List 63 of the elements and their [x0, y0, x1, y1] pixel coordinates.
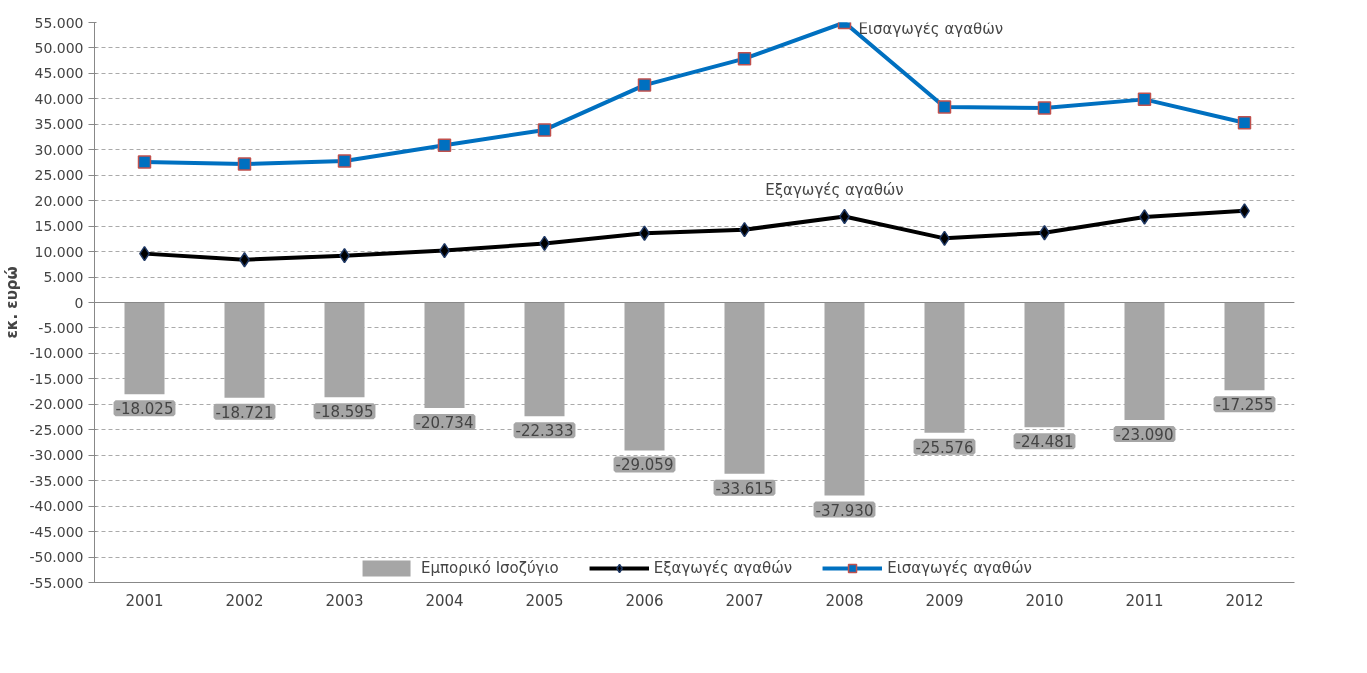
data-label: -17.255 [1215, 396, 1274, 415]
x-tick-label: 2006 [625, 591, 664, 610]
x-tick-label: 2010 [1025, 591, 1064, 610]
point [937, 100, 952, 114]
y-tick-label: -15.000 [29, 370, 84, 387]
point [637, 78, 652, 92]
x-tick-label: 2009 [925, 591, 964, 610]
data-label: -37.930 [815, 501, 874, 520]
y-tick-label: -30.000 [29, 447, 84, 464]
legend-label: Εμπορικό Ισοζύγιο [421, 559, 559, 577]
x-tick-label: 2011 [1125, 591, 1164, 610]
y-tick-label: 40.000 [34, 90, 84, 107]
point [1037, 101, 1052, 115]
x-tick-label: 2012 [1225, 591, 1264, 610]
y-tick-label: -45.000 [29, 523, 84, 540]
data-label: -23.090 [1115, 426, 1174, 445]
y-tick-label: -55.000 [29, 574, 84, 591]
y-tick-label: 55.000 [34, 14, 84, 31]
y-tick-label: -40.000 [29, 498, 84, 515]
data-label: -18.721 [215, 403, 274, 422]
x-tick-label: 2008 [825, 591, 864, 610]
point [1137, 92, 1152, 107]
y-tick-label: 45.000 [34, 65, 84, 82]
y-tick-label: -5.000 [38, 319, 84, 336]
y-tick-label: -10.000 [29, 345, 84, 362]
point [1237, 116, 1252, 130]
y-tick-label: 25.000 [34, 167, 84, 184]
point [737, 51, 752, 66]
x-tick-label: 2001 [125, 591, 164, 610]
y-tick-label: 50.000 [34, 39, 84, 56]
data-label: -25.576 [915, 438, 974, 457]
point [137, 155, 152, 169]
x-tick-label: 2003 [325, 591, 364, 610]
data-label: -22.333 [515, 422, 574, 441]
x-tick-label: 2007 [725, 591, 764, 610]
y-tick-label: 20.000 [34, 192, 84, 209]
y-axis-title: εκ. ευρώ [3, 266, 22, 339]
y-tick-label: -50.000 [29, 549, 84, 566]
y-tick-label: 0 [74, 294, 84, 311]
data-label: -33.615 [715, 479, 774, 498]
data-label: -29.059 [615, 456, 674, 475]
y-tick-label: 15.000 [34, 218, 84, 235]
y-tick-label: 35.000 [34, 116, 84, 133]
y-tick-label: 30.000 [34, 141, 84, 158]
y-tick-label: 10.000 [34, 243, 84, 260]
point [337, 154, 352, 168]
y-tick-label: -20.000 [29, 396, 84, 413]
point [437, 138, 452, 152]
legend-label: Εισαγωγές αγαθών [887, 559, 1032, 577]
point [537, 123, 552, 137]
data-label: -18.595 [315, 403, 374, 422]
x-tick-label: 2005 [525, 591, 564, 610]
y-tick-label: 5.000 [43, 269, 84, 286]
point [237, 157, 252, 171]
data-label: -24.481 [1015, 433, 1074, 452]
y-tick-label: -25.000 [29, 421, 84, 438]
data-label: -18.025 [115, 400, 174, 419]
x-tick-label: 2002 [225, 591, 264, 610]
data-label: -20.734 [415, 414, 474, 433]
y-tick-label: -35.000 [29, 472, 84, 489]
legend-label: Εξαγωγές αγαθών [653, 559, 793, 577]
annotation: Εξαγωγές αγαθών [765, 181, 904, 200]
x-tick-label: 2004 [425, 591, 464, 610]
